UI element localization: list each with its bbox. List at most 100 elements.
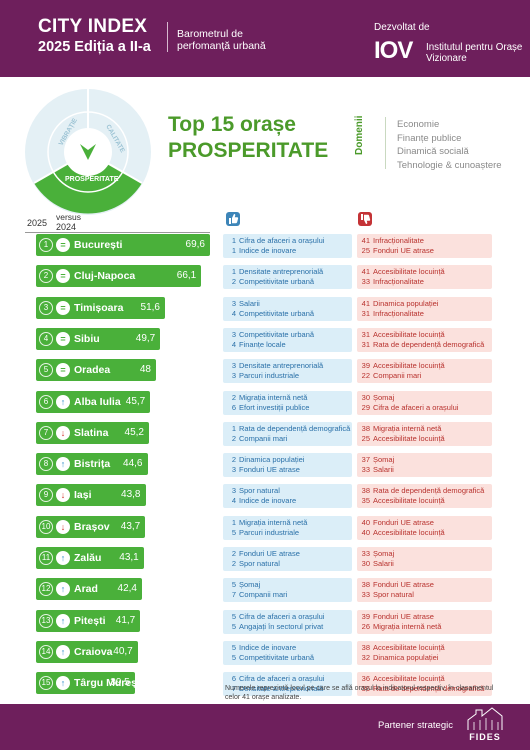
city-name: Pitești <box>74 614 106 627</box>
indicator-rank: 38 <box>361 423 370 433</box>
rank-badge: 9 <box>39 488 53 503</box>
city-name: Sibiu <box>74 332 100 345</box>
indicator-rank: 5 <box>231 527 236 537</box>
indicator-rank: 25 <box>361 246 370 255</box>
indicator-name: Fonduri UE atrase <box>373 517 434 527</box>
rank-badge: 4 <box>39 331 53 346</box>
indicator-rank: 3 <box>231 329 236 339</box>
indicator-rank: 2 <box>231 455 236 465</box>
indicator-name: Migrația internă netă <box>373 423 442 433</box>
strength-item: 7 Densitate antreprenorială <box>223 684 352 694</box>
ranking-row: 11 ↑ Zalău 43,1 2 Fonduri UE atrase 2 Spor natu… <box>0 547 530 571</box>
score-bar: 2 = Cluj-Napoca 66,1 <box>36 265 202 288</box>
city-name: București <box>74 239 123 251</box>
score-bar: 10 ↓ Brașov 43,7 <box>36 515 146 538</box>
indicator-rank: 39 <box>361 361 370 371</box>
indicator-name: Cifra de afaceri a orașului <box>239 611 325 621</box>
rank-badge: 13 <box>39 613 53 628</box>
indicator-rank: 31 <box>361 308 370 318</box>
score-value: 51,6 <box>140 301 160 313</box>
rank-change-up-icon: ↑ <box>56 644 70 659</box>
indicator-name: Densitate antreprenorială <box>239 361 324 371</box>
strength-item: 4 Indice de inovare <box>223 496 352 506</box>
indicator-name: Indice de inovare <box>239 642 297 652</box>
thumbs-down-icon <box>358 212 372 226</box>
domains-list: Economie Finanțe publice Dinamică social… <box>397 118 502 172</box>
ranking-row: 9 ↓ Iași 43,8 3 Spor natural 4 Indice de inovar… <box>0 484 530 509</box>
strength-item: 3 Spor natural <box>223 486 352 496</box>
indicator-name: Competitivitate urbană <box>239 329 315 339</box>
indicator-rank: 40 <box>361 527 370 537</box>
indicator-rank: 2 <box>231 277 236 287</box>
rank-badge: 1 <box>39 238 53 252</box>
score-value: 43,8 <box>121 489 141 501</box>
score-bar: 4 = Sibiu 49,7 <box>36 327 161 350</box>
header-divider <box>167 22 168 52</box>
indicator-name: Fonduri UE atrase <box>239 465 300 475</box>
indicator-name: Migrația internă netă <box>239 392 308 402</box>
indicator-rank: 39 <box>361 611 370 621</box>
rank-badge: 7 <box>39 425 53 440</box>
chart-title-line2: PROSPERITATE <box>168 139 329 162</box>
indicator-rank: 33 <box>361 277 370 287</box>
weakness-item: 22 Companii mari <box>357 371 492 381</box>
ranking-row: 2 = Cluj-Napoca 66,1 1 Densitate antreprenori… <box>0 265 530 290</box>
score-value: 41,7 <box>115 614 136 626</box>
indicator-name: Indice de inovare <box>239 496 297 506</box>
strengths-box: 1 Cifra de afaceri a orașului 1 Indice de i… <box>223 234 352 258</box>
wheel-center-icon <box>80 144 96 160</box>
rank-change-same-icon: = <box>56 269 70 284</box>
city-name: Cluj-Napoca <box>74 270 136 283</box>
city-name: Zalău <box>74 552 102 564</box>
indicator-rank: 1 <box>231 423 236 433</box>
rank-change-up-icon: ↑ <box>56 676 70 691</box>
indicator-name: Cifra de afaceri a orașului <box>373 402 459 412</box>
weakness-item: 31 Accesibilitate locuință <box>357 330 492 340</box>
indicator-name: Dinamica populației <box>373 652 439 662</box>
indicator-name: Finanțe locale <box>239 339 286 349</box>
indicator-name: Densitate antreprenorială <box>239 267 324 277</box>
indicator-rank: 2 <box>231 549 236 558</box>
domain-item: Dinamică socială <box>397 146 469 157</box>
fides-logo-text: FIDES <box>469 732 501 742</box>
weakness-item: 32 Dinamica populației <box>357 653 492 663</box>
indicator-rank: 38 <box>361 580 370 590</box>
score-value: 48 <box>139 364 151 376</box>
strength-item: 2 Spor natural <box>223 559 352 569</box>
weaknesses-box: 38 Fonduri UE atrase 33 Spor natural <box>357 578 492 603</box>
indicator-rank: 1 <box>231 267 236 277</box>
rank-badge: 15 <box>39 676 53 691</box>
weakness-item: 38 Accesibilitate locuință <box>357 643 492 653</box>
indicator-rank: 40 <box>361 517 370 527</box>
indicator-rank: 5 <box>231 611 236 621</box>
wheel-label-prosperitate: PROSPERITATE <box>65 176 119 183</box>
strength-item: 1 Migrația internă netă <box>223 518 352 528</box>
footer-banner <box>0 704 530 750</box>
indicator-name: Companii mari <box>373 371 422 381</box>
ranking-row: 4 = Sibiu 49,7 3 Competitivitate urbană 4 Finan… <box>0 327 530 352</box>
score-value: 39,5 <box>110 677 130 689</box>
strength-item: 1 Cifra de afaceri a orașului <box>223 236 352 246</box>
strength-item: 3 Salarii <box>223 299 352 309</box>
strength-item: 5 Șomaj <box>223 580 352 590</box>
weakness-item: 31 Rata de dependență demografică <box>357 340 492 350</box>
indicator-name: Șomaj <box>373 392 395 402</box>
ranking-row: 3 = Timișoara 51,6 3 Salarii 4 Competitivitate … <box>0 296 530 321</box>
rank-badge: 3 <box>39 300 53 315</box>
weakness-item: 30 Salarii <box>357 559 492 569</box>
weakness-item: 40 Fonduri UE atrase <box>357 518 492 528</box>
indicator-name: Companii mari <box>239 590 288 600</box>
strengths-box: 6 Cifra de afaceri a orașului 7 Densitate a… <box>223 672 352 697</box>
weakness-item: 33 Șomaj <box>357 549 492 559</box>
indicator-rank: 6 <box>231 402 236 412</box>
domain-item: Economie <box>397 119 440 130</box>
weaknesses-box: 30 Șomaj 29 Cifra de afaceri a orașului <box>357 390 492 415</box>
indicator-name: Spor natural <box>239 559 280 568</box>
city-name: Târgu Mureș <box>74 677 138 690</box>
indicator-rank: 31 <box>361 339 370 349</box>
previous-year-label: 2024 <box>56 222 77 232</box>
score-bar: 15 ↑ Târgu Mureș 39,5 <box>36 672 138 695</box>
weakness-item: 39 Accesibilitate locuință <box>357 361 492 371</box>
weaknesses-box: 41 Accesibilitate locuință 33 Infracționali… <box>357 265 492 290</box>
indicator-rank: 4 <box>231 308 236 318</box>
